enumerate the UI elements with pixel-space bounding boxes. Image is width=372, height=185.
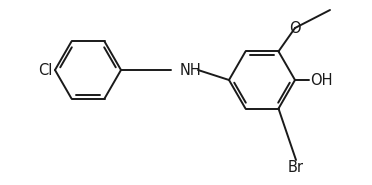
Text: OH: OH <box>310 73 333 88</box>
Text: O: O <box>289 21 301 36</box>
Text: Cl: Cl <box>38 63 52 78</box>
Text: NH: NH <box>180 63 202 78</box>
Text: Br: Br <box>288 160 304 175</box>
